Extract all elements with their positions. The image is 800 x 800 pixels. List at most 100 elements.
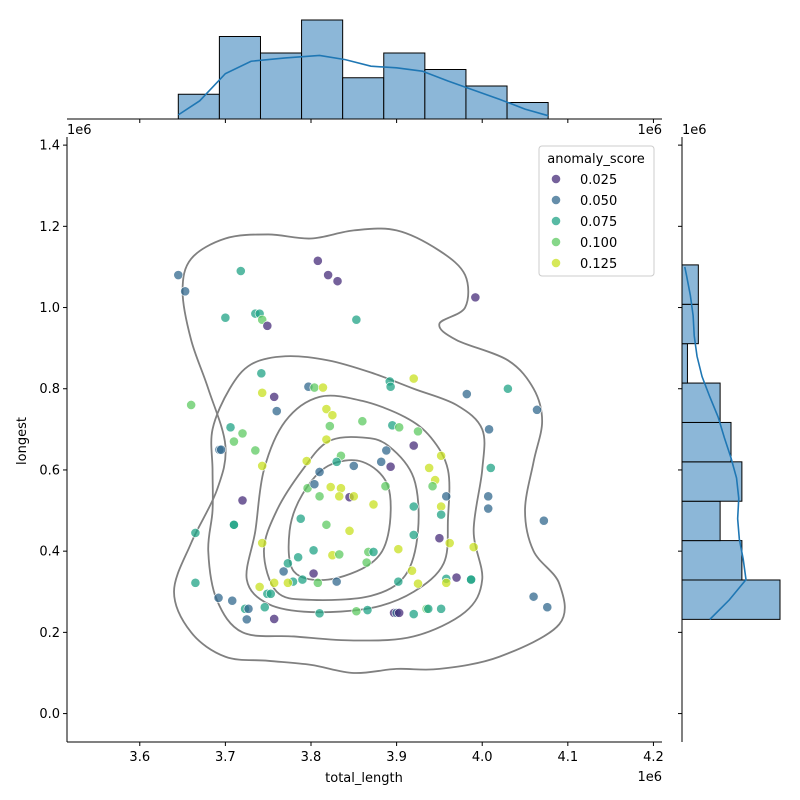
scatter-point — [483, 503, 494, 514]
scatter-point — [190, 577, 201, 588]
top-hist-offset-label-left: 1e6 — [67, 123, 92, 138]
scatter-point — [336, 483, 346, 494]
top-marginal-histogram — [67, 19, 662, 123]
scatter-point — [408, 530, 419, 540]
scatter-point — [314, 608, 325, 619]
scatter-point — [357, 416, 368, 427]
kde-contour-line — [263, 436, 420, 602]
scatter-point — [436, 603, 447, 614]
scatter-point — [269, 614, 280, 624]
top-hist-bar — [342, 77, 385, 120]
right-hist-offset-label: 1e6 — [682, 123, 707, 138]
scatter-point — [408, 501, 419, 512]
x-tick-label: 3.8 — [301, 750, 322, 765]
scatter-point — [269, 391, 280, 402]
scatter-point — [216, 444, 227, 455]
scatter-point — [213, 592, 224, 603]
scatter-point — [229, 519, 239, 530]
scatter-point — [318, 382, 328, 393]
scatter-point — [250, 445, 261, 456]
kde-contour-line — [173, 227, 566, 674]
scatter-point — [380, 481, 391, 492]
scatter-point — [381, 445, 392, 456]
scatter-point — [314, 491, 325, 502]
scatter-point — [257, 387, 268, 398]
x-offset-label: 1e6 — [637, 770, 662, 785]
scatter-point — [325, 482, 336, 492]
scatter-point — [423, 603, 434, 614]
right-hist-bar — [681, 500, 721, 542]
scatter-point — [413, 578, 423, 589]
top-hist-bar — [259, 52, 303, 120]
scatter-point — [235, 266, 246, 276]
x-tick-label: 3.9 — [386, 750, 407, 765]
x-tick-label: 4.1 — [557, 750, 578, 765]
scatter-point — [314, 467, 325, 477]
scatter-point — [444, 538, 455, 548]
top-hist-bar — [218, 36, 261, 120]
scatter-point — [361, 557, 372, 568]
scatter-point — [368, 499, 379, 510]
scatter-point — [309, 479, 320, 490]
scatter-point — [243, 603, 254, 614]
scatter-point — [324, 421, 335, 432]
scatter-point — [470, 292, 481, 303]
y-tick-label: 0.6 — [39, 463, 60, 478]
x-tick-label: 3.6 — [129, 750, 150, 765]
scatter-point — [254, 581, 265, 592]
scatter-point — [468, 542, 479, 553]
x-tick-label: 4.0 — [472, 750, 493, 765]
scatter-point — [351, 314, 362, 325]
scatter-point — [376, 456, 387, 467]
right-hist-bar — [681, 579, 781, 620]
scatter-point — [237, 495, 248, 506]
right-hist-bar — [681, 382, 721, 423]
scatter-point — [256, 368, 267, 379]
scatter-point — [180, 286, 191, 297]
legend-marker — [551, 195, 561, 205]
scatter-point — [334, 549, 345, 560]
scatter-point — [278, 566, 289, 577]
scatter-point — [393, 576, 404, 587]
scatter-point — [321, 434, 332, 445]
scatter-point — [186, 400, 197, 410]
scatter-point — [295, 513, 306, 524]
right-hist-bar — [681, 421, 732, 463]
scatter-point — [327, 410, 338, 421]
scatter-point — [434, 533, 445, 544]
legend-title: anomaly_score — [547, 152, 645, 167]
legend-label: 0.125 — [580, 257, 617, 272]
y-tick-label: 0.4 — [39, 545, 60, 560]
scatter-point — [394, 607, 405, 618]
right-kde-line — [683, 266, 747, 620]
legend-frame — [538, 145, 655, 277]
scatter-point — [413, 426, 423, 437]
scatter-point — [542, 602, 553, 613]
y-tick-label: 1.2 — [39, 220, 60, 235]
axes: 3.6 3.7 3.8 3.9 4.0 4.1 4.2 0.0 0.2 0.4 0.6 0.8 1.0 1… — [39, 137, 664, 765]
scatter-points — [173, 255, 553, 625]
scatter-point — [385, 381, 396, 392]
scatter-point — [257, 538, 268, 548]
scatter-point — [282, 558, 293, 569]
scatter-point — [408, 373, 419, 384]
scatter-point — [237, 428, 248, 439]
scatter-point — [331, 456, 342, 467]
scatter-point — [436, 450, 447, 461]
top-hist-bar — [301, 19, 344, 120]
scatter-point — [309, 382, 320, 393]
top-kde-line — [177, 54, 549, 117]
scatter-point — [436, 501, 447, 512]
scatter-point — [348, 491, 359, 502]
scatter-point — [297, 574, 308, 585]
scatter-point — [229, 436, 239, 447]
scatter-point — [502, 383, 513, 394]
y-tick-label: 1.0 — [39, 301, 60, 316]
y-tick-label: 0.0 — [39, 707, 60, 722]
scatter-point — [271, 406, 282, 416]
scatter-point — [262, 320, 273, 331]
scatter-point — [461, 389, 472, 399]
scatter-point — [408, 440, 419, 451]
scatter-point — [282, 577, 293, 588]
